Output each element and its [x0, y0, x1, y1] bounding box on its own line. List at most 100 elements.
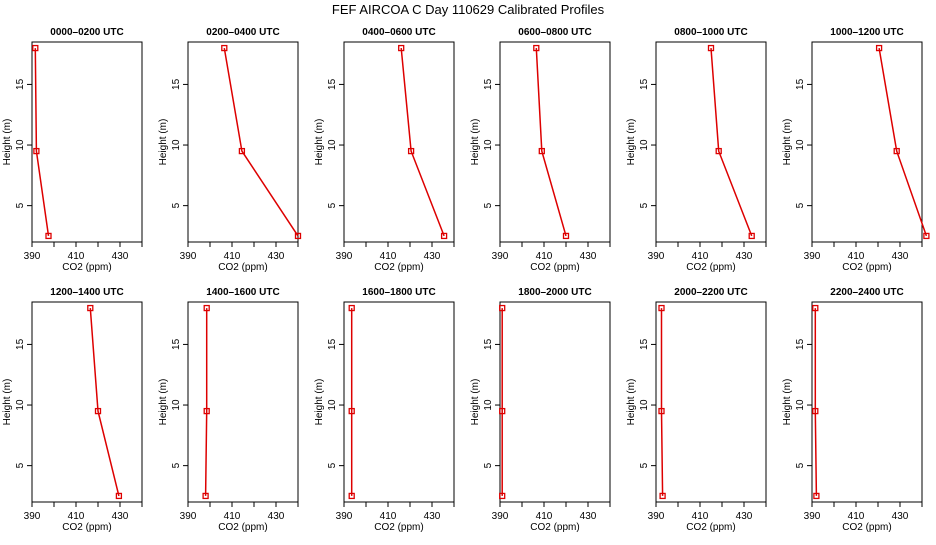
x-tick-label: 430 — [736, 511, 753, 522]
y-tick-label: 10 — [483, 399, 494, 411]
x-axis-label: CO2 (ppm) — [62, 522, 111, 533]
panel-title: 1000–1200 UTC — [830, 27, 903, 38]
x-axis-label: CO2 (ppm) — [842, 522, 891, 533]
y-axis-label: Height (m) — [314, 379, 325, 426]
y-tick-label: 5 — [327, 462, 338, 468]
plot-frame — [343, 41, 455, 243]
data-point — [115, 492, 123, 500]
y-tick-label: 10 — [795, 399, 806, 411]
y-tick-label: 10 — [795, 139, 806, 151]
data-point — [875, 44, 883, 52]
data-point — [87, 304, 94, 312]
y-tick-label: 15 — [639, 78, 650, 90]
x-tick-label: 430 — [424, 251, 441, 262]
profile-line — [89, 308, 120, 497]
y-tick-label: 15 — [327, 78, 338, 90]
panel-title: 2000–2200 UTC — [674, 287, 747, 298]
y-tick-label: 10 — [639, 139, 650, 151]
profile-line — [660, 308, 664, 496]
data-point — [715, 147, 722, 155]
x-tick-label: 410 — [380, 511, 397, 522]
x-tick-label: 410 — [224, 251, 241, 262]
data-point — [659, 492, 666, 500]
y-tick-label: 5 — [171, 202, 182, 208]
y-tick-label: 5 — [483, 462, 494, 468]
data-point — [812, 304, 819, 312]
data-point — [658, 304, 665, 312]
y-tick-label: 10 — [327, 399, 338, 411]
x-tick-label: 410 — [68, 511, 85, 522]
x-tick-label: 410 — [848, 511, 865, 522]
x-tick-label: 390 — [336, 251, 353, 262]
y-axis-label: Height (m) — [158, 119, 169, 166]
panel-title: 2200–2400 UTC — [830, 287, 903, 298]
y-tick-label: 10 — [639, 399, 650, 411]
y-tick-label: 5 — [483, 202, 494, 208]
profile-line — [34, 48, 50, 237]
x-axis-label: CO2 (ppm) — [530, 522, 579, 533]
x-tick-label: 430 — [892, 511, 909, 522]
data-point — [294, 232, 302, 240]
y-tick-label: 15 — [327, 338, 338, 350]
y-tick-label: 10 — [171, 139, 182, 151]
plot-frame — [187, 41, 299, 243]
profile-line — [878, 47, 928, 237]
x-tick-label: 430 — [112, 251, 129, 262]
y-tick-label: 15 — [483, 78, 494, 90]
x-axis-label: CO2 (ppm) — [218, 522, 267, 533]
y-tick-label: 5 — [795, 462, 806, 468]
y-tick-label: 5 — [327, 202, 338, 208]
panel-title: 0400–0600 UTC — [362, 27, 435, 38]
panel-title: 1800–2000 UTC — [518, 287, 591, 298]
plot-frame — [31, 301, 143, 503]
x-tick-label: 390 — [336, 511, 353, 522]
x-tick-label: 410 — [68, 251, 85, 262]
y-axis-label: Height (m) — [158, 379, 169, 426]
data-point — [221, 44, 228, 52]
x-tick-label: 430 — [580, 251, 597, 262]
data-point — [238, 147, 246, 155]
y-tick-label: 5 — [15, 202, 26, 208]
y-tick-label: 10 — [15, 399, 26, 411]
data-point — [348, 407, 355, 415]
y-tick-label: 10 — [483, 139, 494, 151]
x-tick-label: 390 — [492, 511, 509, 522]
y-tick-label: 5 — [795, 202, 806, 208]
x-tick-label: 430 — [268, 511, 285, 522]
data-point — [440, 232, 448, 240]
x-tick-label: 390 — [804, 511, 821, 522]
data-point — [813, 492, 820, 500]
panel-title: 1200–1400 UTC — [50, 287, 123, 298]
y-tick-label: 10 — [15, 139, 26, 151]
profile-line — [204, 308, 208, 496]
data-point — [893, 147, 900, 155]
y-tick-label: 5 — [15, 462, 26, 468]
profile-line — [223, 47, 299, 237]
x-tick-label: 390 — [804, 251, 821, 262]
x-tick-label: 410 — [380, 251, 397, 262]
data-point — [348, 304, 355, 312]
plot-frame — [811, 41, 923, 243]
data-point — [748, 232, 755, 240]
profile-line — [400, 48, 445, 237]
figure-title: FEF AIRCOA C Day 110629 Calibrated Profi… — [332, 2, 605, 17]
data-point — [499, 304, 506, 312]
y-axis-label: Height (m) — [2, 119, 13, 166]
data-point — [658, 407, 665, 415]
data-point — [707, 44, 715, 52]
data-point — [538, 147, 545, 155]
y-tick-label: 5 — [171, 462, 182, 468]
y-axis-label: Height (m) — [314, 119, 325, 166]
x-axis-label: CO2 (ppm) — [374, 522, 423, 533]
data-point — [348, 492, 355, 500]
data-point — [499, 492, 506, 500]
x-tick-label: 410 — [536, 511, 553, 522]
y-tick-label: 5 — [639, 202, 650, 208]
y-axis-label: Height (m) — [626, 379, 637, 426]
